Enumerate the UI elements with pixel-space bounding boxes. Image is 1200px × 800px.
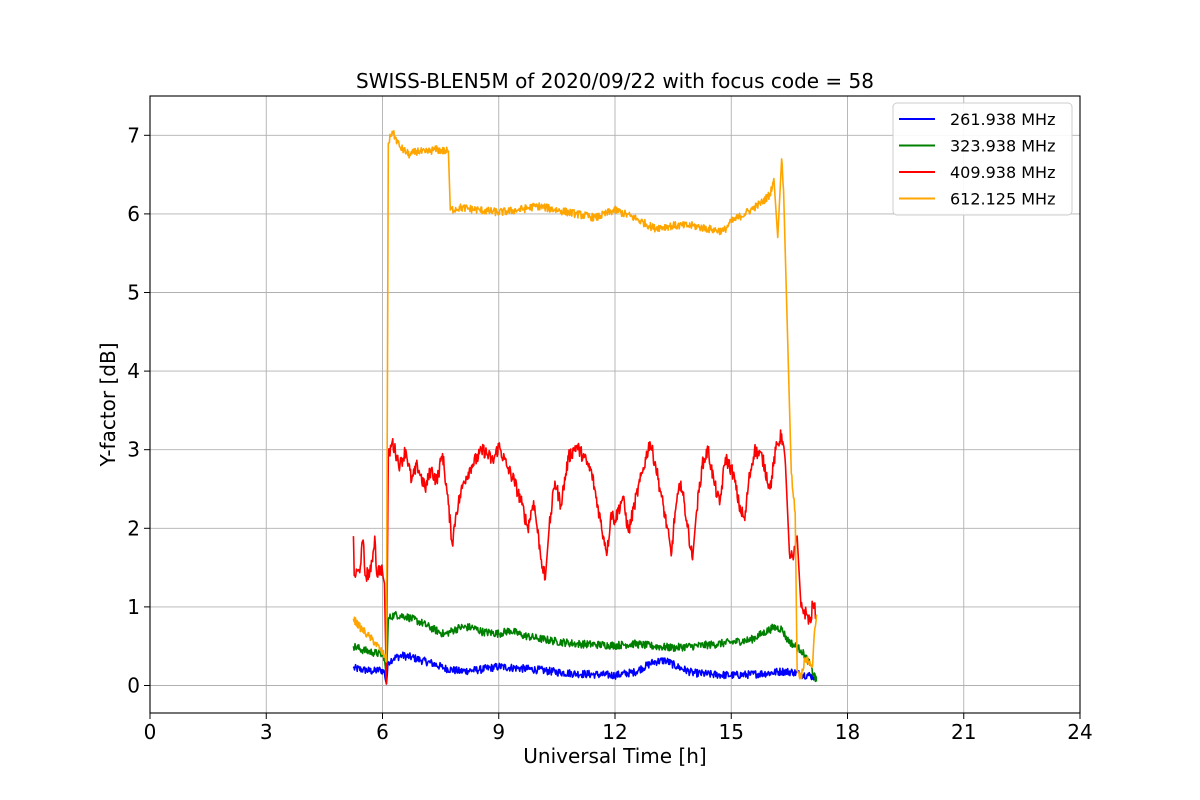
x-tick-label: 0 bbox=[144, 720, 157, 744]
y-tick-label: 0 bbox=[127, 673, 140, 697]
y-axis-label: Y-factor [dB] bbox=[96, 342, 120, 467]
x-tick-label: 24 bbox=[1067, 720, 1092, 744]
x-axis-label: Universal Time [h] bbox=[523, 744, 706, 768]
series-line-3 bbox=[352, 429, 818, 685]
y-tick-label: 1 bbox=[127, 595, 140, 619]
legend-label: 409.938 MHz bbox=[950, 163, 1055, 182]
legend-box bbox=[892, 102, 1073, 216]
legend-label: 323.938 MHz bbox=[950, 137, 1055, 156]
legend-label: 261.938 MHz bbox=[950, 110, 1055, 129]
legend: 261.938 MHz 323.938 MHz 409.938 MHz 612.125… bbox=[892, 102, 1073, 216]
series-line-2 bbox=[352, 610, 818, 683]
x-tick-label: 3 bbox=[260, 720, 273, 744]
x-tick-label: 21 bbox=[951, 720, 976, 744]
y-tick-label: 2 bbox=[127, 516, 140, 540]
chart-title: SWISS-BLEN5M of 2020/09/22 with focus co… bbox=[356, 69, 874, 93]
x-axis-ticks: 0 3 6 9 12 15 18 21 24 bbox=[144, 713, 1093, 744]
x-tick-label: 18 bbox=[835, 720, 860, 744]
series-group bbox=[352, 130, 818, 685]
legend-label: 612.125 MHz bbox=[950, 190, 1055, 209]
y-tick-label: 3 bbox=[127, 438, 140, 462]
y-tick-label: 6 bbox=[127, 202, 140, 226]
y-tick-label: 5 bbox=[127, 280, 140, 304]
y-tick-label: 4 bbox=[127, 359, 140, 383]
y-axis-ticks: 0 1 2 3 4 5 6 7 bbox=[127, 123, 150, 697]
x-tick-label: 6 bbox=[376, 720, 389, 744]
x-tick-label: 9 bbox=[492, 720, 505, 744]
x-tick-label: 12 bbox=[602, 720, 627, 744]
y-tick-label: 7 bbox=[127, 123, 140, 147]
x-tick-label: 15 bbox=[719, 720, 744, 744]
series-line-1 bbox=[352, 651, 818, 685]
series-line-4 bbox=[352, 130, 818, 680]
